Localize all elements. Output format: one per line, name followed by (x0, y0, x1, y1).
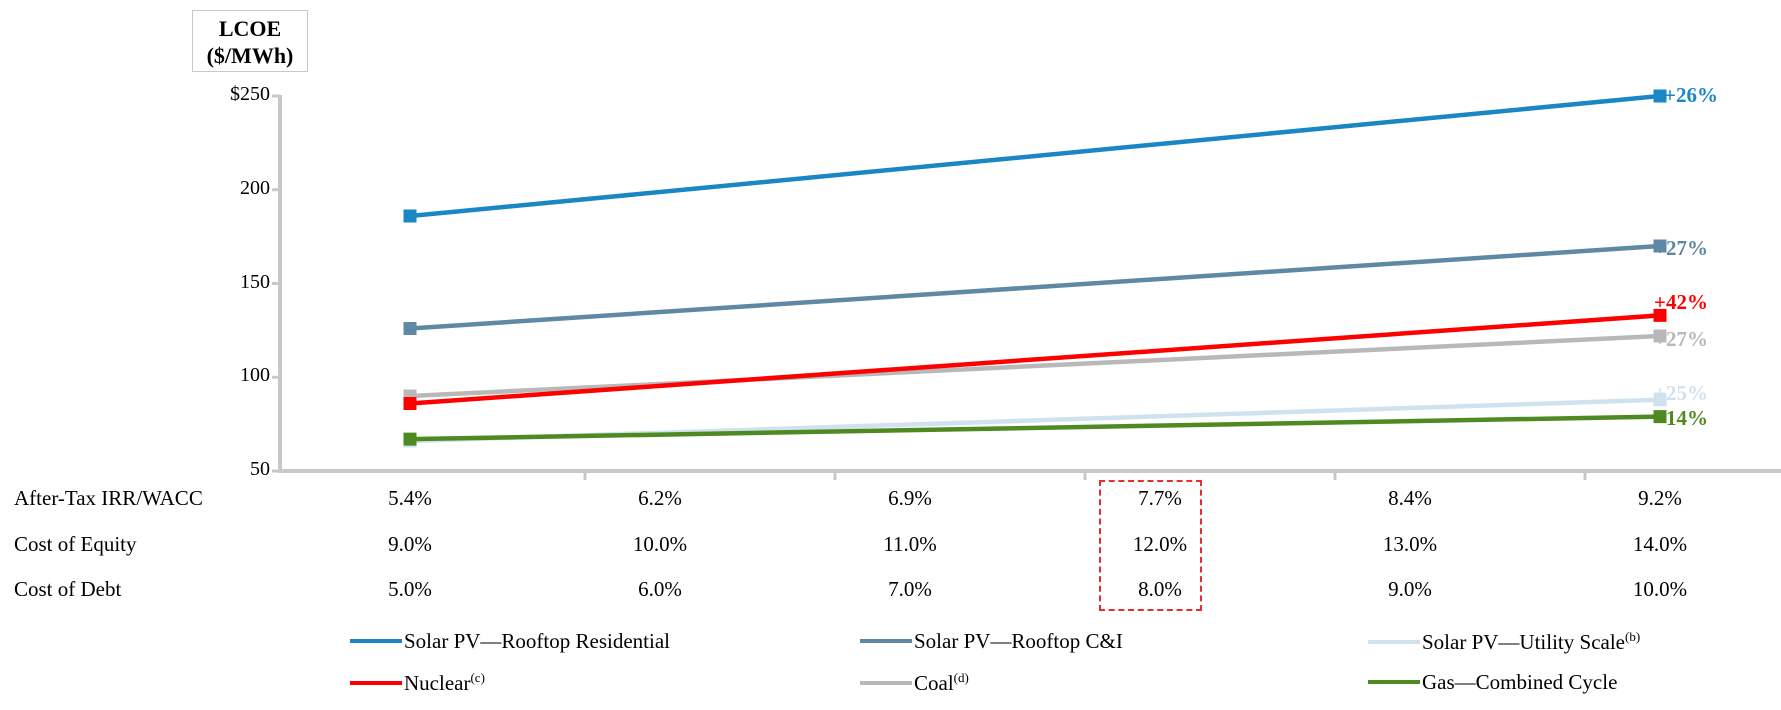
table-cell: 10.0% (1632, 577, 1688, 601)
legend-item: Nuclear(c) (350, 670, 485, 696)
series-markers (403, 89, 1667, 448)
table-cell: 8.4% (1388, 486, 1432, 510)
table-cell: 7.0% (888, 577, 932, 601)
table-row-label: Cost of Debt (14, 577, 122, 601)
series-line (409, 414, 1661, 442)
table-cell: 9.0% (388, 532, 432, 556)
series-marker (1653, 393, 1667, 407)
legend-swatch (860, 681, 912, 686)
y-tick-label: 100 (240, 364, 270, 387)
series-line (409, 333, 1661, 399)
series-change-label: +25% (1654, 380, 1708, 405)
series-marker (1653, 410, 1667, 424)
legend-item: Coal(d) (860, 670, 969, 696)
series-marker (1653, 308, 1667, 322)
series-line (409, 93, 1661, 219)
table-cell: 7.7% (1138, 486, 1182, 510)
legend-footnote: (c) (470, 670, 485, 685)
legend-item: Gas—Combined Cycle (1368, 670, 1617, 696)
legend-label: Coal (914, 671, 954, 695)
series-marker (403, 209, 417, 223)
y-tick-label: $250 (230, 83, 270, 105)
table-row-label: After-Tax IRR/WACC (14, 486, 203, 510)
table-cell: 9.2% (1638, 486, 1682, 510)
legend-label: Gas—Combined Cycle (1422, 670, 1618, 694)
legend-swatch (1368, 680, 1420, 685)
series-change-label: +14% (1654, 405, 1708, 430)
table-cell: 9.0% (1388, 577, 1432, 601)
series-marker (403, 397, 417, 410)
y-tick-label: 200 (240, 176, 270, 199)
table-cell: 8.0% (1138, 577, 1182, 601)
table-cell: 5.0% (388, 577, 432, 601)
legend-label: Solar PV—Rooftop C&I (914, 629, 1123, 653)
legend-label: Solar PV—Utility Scale (1422, 630, 1625, 654)
legend-swatch (860, 639, 912, 644)
legend-item: Solar PV—Utility Scale(b) (1368, 629, 1640, 655)
legend-footnote: (b) (1625, 629, 1641, 644)
table-cell: 5.4% (388, 486, 432, 510)
table-cell: 11.0% (883, 532, 937, 556)
chart-axes (278, 95, 1781, 473)
series-change-label: +27% (1654, 236, 1708, 260)
x-tick-marks (583, 471, 1587, 480)
legend-swatch (350, 639, 402, 644)
y-axis-title-line2: ($/MWh) (206, 43, 294, 68)
series-line (409, 313, 1661, 406)
highlighted-column-box (1099, 480, 1202, 611)
series-line (409, 243, 1661, 331)
series-lines (409, 93, 1661, 444)
table-cell: 14.0% (1632, 532, 1688, 556)
legend-footnote: (d) (953, 670, 969, 685)
legend-item: Solar PV—Rooftop C&I (860, 629, 1123, 655)
table-cell: 13.0% (1382, 532, 1438, 556)
series-marker (1653, 239, 1667, 253)
y-axis-title: LCOE ($/MWh) (192, 10, 308, 72)
legend-swatch (350, 681, 402, 686)
table-cell: 6.9% (888, 486, 932, 510)
legend-label: Nuclear (404, 671, 471, 695)
series-change-label: +26% (1664, 83, 1718, 107)
legend-item: Solar PV—Rooftop Residential (350, 629, 670, 655)
series-marker (1653, 89, 1667, 103)
legend-label: Solar PV—Rooftop Residential (404, 629, 670, 653)
legend-swatch (1368, 640, 1420, 645)
series-change-label: +27% (1654, 327, 1708, 351)
series-change-label: +42% (1654, 290, 1708, 315)
table-cell: 12.0% (1132, 532, 1188, 556)
y-tick-label: 50 (250, 458, 270, 480)
y-tick-marks (272, 94, 280, 473)
series-marker (403, 432, 417, 446)
table-row-label: Cost of Equity (14, 532, 137, 556)
y-tick-label: 150 (240, 270, 270, 293)
series-marker (1653, 329, 1667, 343)
series-marker (403, 322, 417, 335)
table-cell: 6.2% (638, 486, 682, 510)
table-cell: 10.0% (632, 532, 688, 556)
table-cell: 6.0% (638, 577, 682, 601)
y-axis-title-line1: LCOE (218, 16, 282, 41)
